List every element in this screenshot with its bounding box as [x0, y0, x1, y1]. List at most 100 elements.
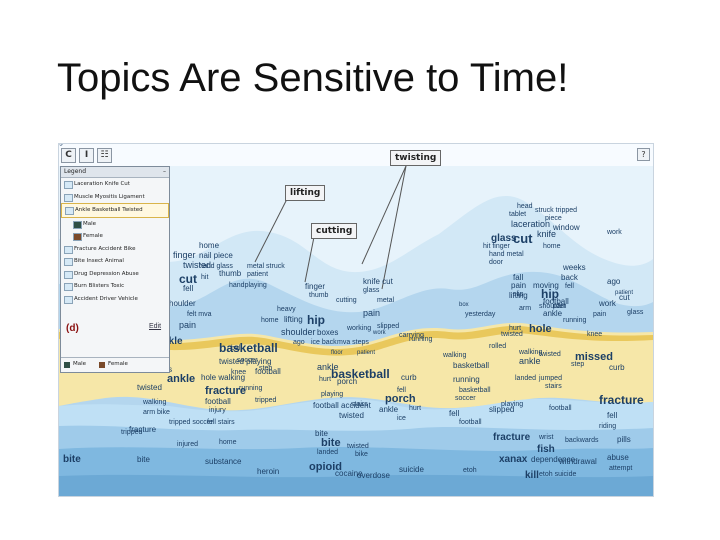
- topic-word[interactable]: shoulder: [539, 303, 567, 310]
- topic-word[interactable]: tripped soccer: [169, 419, 214, 426]
- topic-word[interactable]: landed: [515, 375, 536, 382]
- topic-word[interactable]: ago: [607, 277, 621, 286]
- topic-word[interactable]: thumb: [309, 292, 329, 299]
- info-button[interactable]: I: [79, 148, 94, 163]
- view-button[interactable]: ☷: [97, 148, 112, 163]
- topic-word[interactable]: twisted: [347, 443, 369, 450]
- legend-item[interactable]: Ankle Basketball Twisted: [61, 203, 169, 218]
- topic-word[interactable]: dependence: [531, 455, 576, 464]
- topic-word[interactable]: curb: [401, 373, 417, 382]
- topic-word[interactable]: opioid: [309, 461, 342, 473]
- topic-word[interactable]: fall: [513, 273, 523, 282]
- legend-item[interactable]: Muscle Myositis Ligament: [61, 191, 169, 204]
- topic-word[interactable]: arm bike: [143, 409, 170, 416]
- topic-word[interactable]: metal: [377, 297, 395, 304]
- topic-word[interactable]: abuse: [607, 453, 629, 462]
- topic-word[interactable]: moving: [533, 281, 559, 290]
- topic-word[interactable]: fell: [449, 409, 459, 418]
- topic-word[interactable]: slip: [513, 291, 524, 298]
- topic-word[interactable]: landed: [317, 449, 338, 456]
- topic-word[interactable]: head: [517, 203, 533, 210]
- topic-word[interactable]: arm: [519, 305, 531, 312]
- topic-word[interactable]: glass: [627, 309, 644, 316]
- topic-word[interactable]: hurt: [509, 325, 521, 332]
- topic-word[interactable]: lifting: [284, 315, 303, 324]
- topic-word[interactable]: missed: [575, 351, 613, 363]
- topic-word[interactable]: ice: [397, 415, 406, 422]
- topic-word[interactable]: step: [259, 365, 272, 372]
- topic-word[interactable]: soccer: [237, 357, 258, 364]
- topic-word[interactable]: chemical: [59, 144, 87, 146]
- topic-word[interactable]: hurt: [409, 405, 421, 412]
- topic-word[interactable]: football: [255, 367, 281, 376]
- topic-word[interactable]: slipped: [489, 405, 514, 414]
- topic-word[interactable]: playing: [501, 401, 523, 408]
- topic-word[interactable]: pain: [363, 308, 380, 318]
- topic-word[interactable]: home: [199, 241, 220, 250]
- topic-word[interactable]: cutting: [336, 297, 357, 304]
- topic-streamgraph-panel[interactable]: home finger nail piece twisted hand glass met…: [58, 143, 654, 497]
- topic-word[interactable]: door: [489, 259, 504, 266]
- topic-word[interactable]: bite: [63, 454, 81, 465]
- topic-word[interactable]: walking: [518, 349, 542, 356]
- topic-word[interactable]: ankle: [379, 405, 399, 414]
- topic-word[interactable]: box: [459, 302, 469, 308]
- legend-item[interactable]: Female: [61, 230, 169, 243]
- topic-word[interactable]: pills: [617, 435, 631, 444]
- topic-word[interactable]: riding: [599, 423, 616, 430]
- topic-word[interactable]: kill: [525, 470, 539, 481]
- topic-word[interactable]: hand glass: [199, 263, 233, 270]
- topic-word[interactable]: football: [205, 397, 231, 406]
- topic-word[interactable]: work: [598, 299, 617, 308]
- topic-word[interactable]: carrying: [399, 332, 424, 339]
- topic-word[interactable]: etoh: [463, 467, 477, 474]
- topic-word[interactable]: fell: [565, 283, 574, 290]
- topic-word[interactable]: patient: [357, 350, 375, 356]
- topic-word[interactable]: bite: [137, 455, 150, 464]
- topic-word[interactable]: laceration: [511, 219, 550, 229]
- topic-word[interactable]: hand metal: [489, 251, 524, 258]
- topic-word[interactable]: hip: [541, 287, 559, 301]
- topic-word[interactable]: basketball: [459, 387, 491, 394]
- topic-word[interactable]: fell: [607, 411, 617, 420]
- topic-word[interactable]: patient: [615, 290, 633, 296]
- topic-word[interactable]: nail piece: [199, 251, 233, 260]
- topic-word[interactable]: attempt: [609, 465, 632, 472]
- topic-word[interactable]: shoulder: [281, 327, 316, 337]
- topic-word[interactable]: cut: [179, 272, 197, 286]
- topic-word[interactable]: finger: [173, 250, 196, 260]
- topic-word[interactable]: substance: [205, 457, 242, 466]
- topic-word[interactable]: basketball: [331, 367, 390, 381]
- topic-word[interactable]: heroin: [257, 467, 279, 476]
- topic-word[interactable]: twisted playing: [219, 357, 271, 366]
- topic-word[interactable]: lifting: [509, 291, 528, 300]
- topic-word[interactable]: step: [571, 361, 584, 368]
- topic-word[interactable]: backwards: [565, 437, 599, 444]
- topic-word[interactable]: hip: [307, 313, 325, 327]
- topic-word[interactable]: burn: [59, 144, 75, 146]
- topic-word[interactable]: football: [549, 405, 572, 412]
- topic-word[interactable]: handplaying: [229, 282, 267, 289]
- topic-word[interactable]: pain: [179, 320, 196, 330]
- topic-word[interactable]: injury: [209, 407, 226, 414]
- topic-word[interactable]: twisted: [539, 351, 561, 358]
- topic-word[interactable]: slipped: [377, 323, 399, 330]
- topic-word[interactable]: ground: [59, 144, 81, 146]
- topic-word[interactable]: running: [563, 317, 586, 324]
- topic-word[interactable]: piece: [545, 215, 562, 222]
- topic-word[interactable]: overdose: [357, 471, 390, 480]
- topic-word[interactable]: running: [409, 336, 432, 343]
- topic-word[interactable]: football: [459, 419, 482, 426]
- topic-word[interactable]: ankle: [167, 373, 195, 385]
- topic-word[interactable]: football: [543, 297, 569, 306]
- topic-word[interactable]: ball: [231, 345, 242, 352]
- topic-word[interactable]: ankle: [157, 336, 183, 347]
- topic-word[interactable]: fell stairs: [207, 419, 235, 426]
- topic-word[interactable]: fish: [537, 444, 555, 455]
- topic-word[interactable]: bite: [315, 429, 328, 438]
- legend-item[interactable]: Bite Insect Animal: [61, 255, 169, 268]
- topic-word[interactable]: suicide: [399, 465, 424, 474]
- topic-word[interactable]: knee: [587, 331, 602, 338]
- topic-word[interactable]: basketball: [219, 341, 278, 355]
